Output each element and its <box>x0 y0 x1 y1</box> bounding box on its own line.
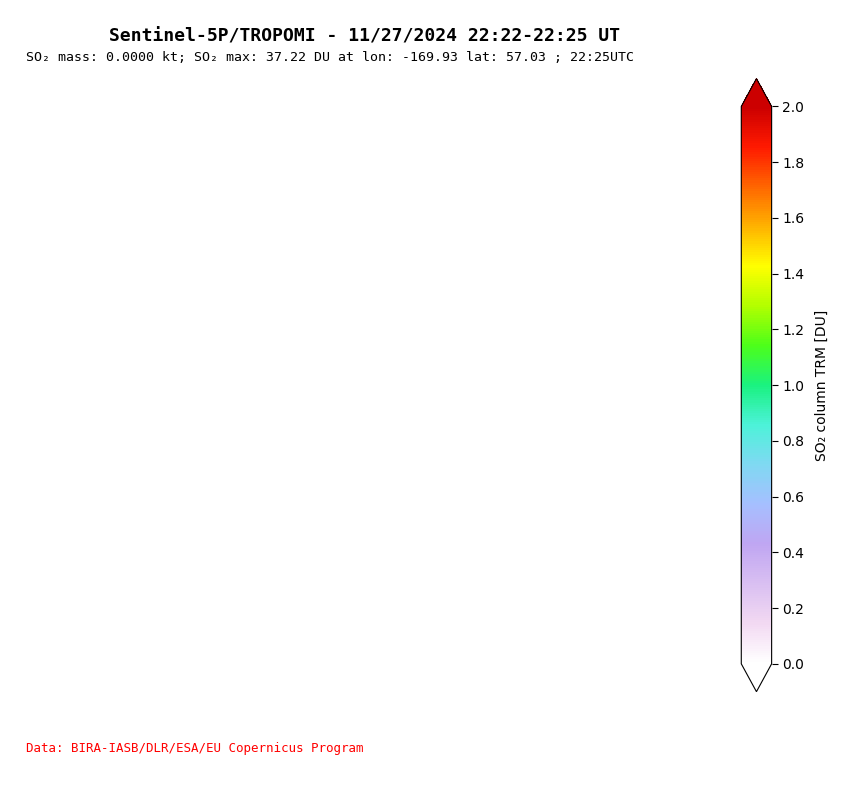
PathPatch shape <box>741 664 772 692</box>
Text: SO₂ mass: 0.0000 kt; SO₂ max: 37.22 DU at lon: -169.93 lat: 57.03 ; 22:25UTC: SO₂ mass: 0.0000 kt; SO₂ max: 37.22 DU a… <box>26 51 634 64</box>
Y-axis label: SO₂ column TRM [DU]: SO₂ column TRM [DU] <box>815 310 829 461</box>
Text: Sentinel-5P/TROPOMI - 11/27/2024 22:22-22:25 UT: Sentinel-5P/TROPOMI - 11/27/2024 22:22-2… <box>108 28 620 46</box>
Text: Data: BIRA-IASB/DLR/ESA/EU Copernicus Program: Data: BIRA-IASB/DLR/ESA/EU Copernicus Pr… <box>26 741 363 755</box>
PathPatch shape <box>741 79 772 106</box>
